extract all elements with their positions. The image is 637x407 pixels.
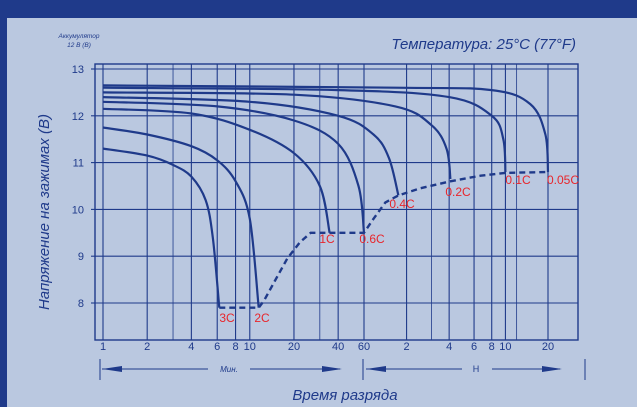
cutoff-dashed-line xyxy=(219,170,549,309)
cutoff-voltage-line xyxy=(219,170,549,309)
curve-0_2C xyxy=(102,91,452,180)
x-tick-label: 8 xyxy=(489,341,495,353)
x-tick-label: 1 xyxy=(100,341,106,353)
x-tick-label: 2 xyxy=(404,341,410,353)
rate-label-3C: 3C xyxy=(219,311,235,325)
curve-0_6C xyxy=(102,100,366,233)
minutes-unit-label: Мин. xyxy=(220,365,238,374)
rate-label-0_6C: 0.6C xyxy=(359,232,385,246)
rate-label-2C: 2C xyxy=(254,311,270,325)
x-tick-label: 40 xyxy=(332,341,344,353)
x-tick-label: 10 xyxy=(499,341,511,353)
x-tick-label: 2 xyxy=(144,341,150,353)
x-tick-label: 10 xyxy=(244,341,256,353)
curve-2C xyxy=(102,126,260,308)
chart-labels: Аккумулятор 12 В (В) Температура: 25°C (… xyxy=(36,33,579,404)
x-tick-label: 60 xyxy=(358,341,370,353)
y-tick-label: 8 xyxy=(78,298,84,310)
left-border-bar xyxy=(0,0,7,407)
y-tick-label: 9 xyxy=(78,251,84,263)
minutes-arrow-right-head xyxy=(322,366,342,372)
hours-arrow-left-head xyxy=(366,366,386,372)
x-axis-label: Время разряда xyxy=(292,387,397,404)
rate-label-0_2C: 0.2C xyxy=(445,185,471,199)
x-tick-label: 6 xyxy=(471,341,477,353)
hours-arrow-right-head xyxy=(542,366,562,372)
grid-lines xyxy=(94,63,579,341)
curve-0_1C xyxy=(102,86,507,173)
y-tick-label: 10 xyxy=(72,204,84,216)
chart-title: Температура: 25°C (77°F) xyxy=(391,36,576,53)
x-tick-label: 6 xyxy=(214,341,220,353)
battery-label-line-2: 12 В (В) xyxy=(67,42,91,49)
minutes-arrow-left-head xyxy=(102,366,122,372)
header-bar xyxy=(0,0,637,18)
curve-1C xyxy=(102,107,331,234)
x-tick-label: 20 xyxy=(542,341,554,353)
x-tick-label: 8 xyxy=(232,341,238,353)
curve-0_4C xyxy=(102,96,400,196)
plot-frame xyxy=(94,63,579,341)
rate-label-0_05C: 0.05C xyxy=(547,173,579,187)
y-tick-label: 13 xyxy=(72,64,84,76)
x-tick-label: 4 xyxy=(188,341,194,353)
y-tick-label: 11 xyxy=(73,158,84,170)
discharge-curves xyxy=(102,84,550,308)
x-tick-label: 20 xyxy=(288,341,300,353)
curve-0_05C xyxy=(102,84,550,173)
rate-label-0_1C: 0.1C xyxy=(505,173,531,187)
y-axis-label: Напряжение на зажимах (В) xyxy=(36,114,53,310)
y-tick-label: 12 xyxy=(72,111,84,123)
x-tick-label: 4 xyxy=(446,341,452,353)
battery-label-line-1: Аккумулятор xyxy=(58,33,100,40)
curve-3C xyxy=(102,147,221,308)
rate-label-0_4C: 0.4C xyxy=(389,197,415,211)
rate-label-1C: 1C xyxy=(319,232,335,246)
hours-unit-label: Н xyxy=(473,364,480,374)
